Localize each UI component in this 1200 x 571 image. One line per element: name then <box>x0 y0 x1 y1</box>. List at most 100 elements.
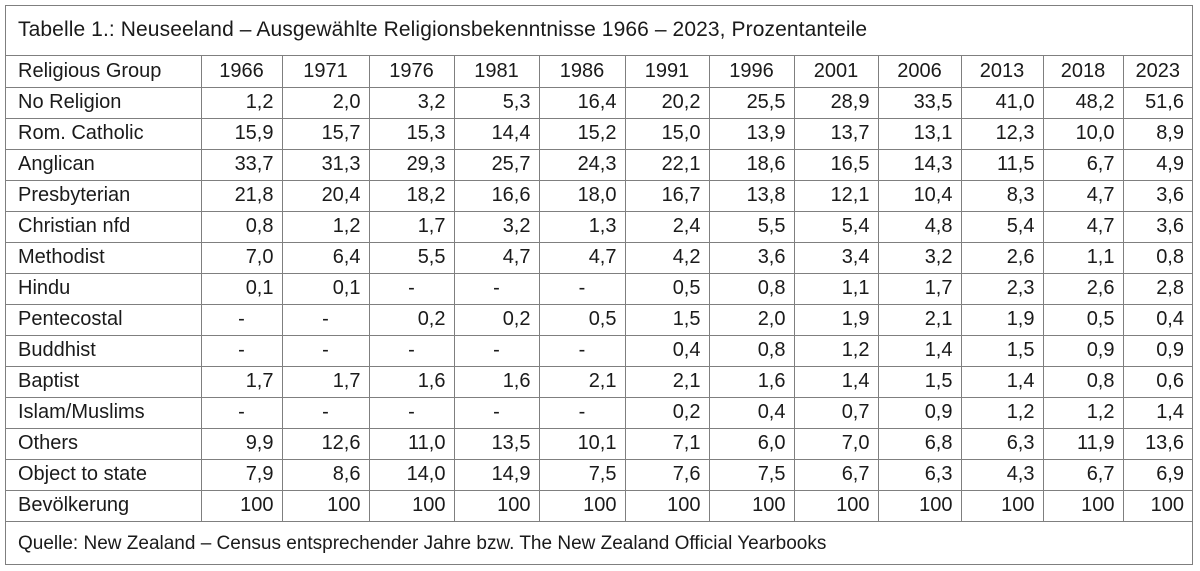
value-cell: 6,3 <box>878 459 962 491</box>
value-cell: 22,1 <box>625 149 710 181</box>
value-cell: 100 <box>454 490 540 522</box>
value-cell: 18,0 <box>539 180 626 212</box>
value-cell: 4,2 <box>625 242 710 274</box>
value-cell: 7,0 <box>201 242 283 274</box>
value-cell: 6,7 <box>794 459 879 491</box>
value-cell: 4,7 <box>1043 211 1124 243</box>
value-cell: 14,4 <box>454 118 540 150</box>
value-cell: 0,8 <box>201 211 283 243</box>
year-header-1966: 1966 <box>201 56 283 88</box>
value-cell: 3,6 <box>1123 211 1192 243</box>
value-cell: 0,1 <box>201 273 283 305</box>
value-cell: 0,2 <box>454 304 540 336</box>
value-cell: 1,6 <box>454 366 540 398</box>
value-cell: 1,3 <box>539 211 626 243</box>
value-cell: 6,9 <box>1123 459 1192 491</box>
value-cell: - <box>369 397 455 429</box>
value-cell: 13,9 <box>709 118 795 150</box>
value-cell: 4,7 <box>1043 180 1124 212</box>
value-cell: 100 <box>282 490 370 522</box>
value-cell: 15,9 <box>201 118 283 150</box>
row-label: Islam/Muslims <box>6 397 202 429</box>
value-cell: 6,4 <box>282 242 370 274</box>
value-cell: - <box>454 273 540 305</box>
value-cell: 1,1 <box>794 273 879 305</box>
value-cell: 12,1 <box>794 180 879 212</box>
value-cell: 3,2 <box>878 242 962 274</box>
row-label: Rom. Catholic <box>6 118 202 150</box>
value-cell: 7,9 <box>201 459 283 491</box>
value-cell: 33,7 <box>201 149 283 181</box>
value-cell: 0,8 <box>709 335 795 367</box>
value-cell: 14,3 <box>878 149 962 181</box>
value-cell: - <box>539 273 626 305</box>
year-header-1991: 1991 <box>625 56 710 88</box>
table-row: Presbyterian 21,8 20,4 18,2 16,6 18,0 16,7 13,8… <box>6 180 1192 212</box>
value-cell: 0,4 <box>625 335 710 367</box>
table-row: Bevölkerung 100 100 100 100 100 100 100 100 100 10… <box>6 490 1192 522</box>
value-cell: 7,5 <box>709 459 795 491</box>
value-cell: 1,2 <box>961 397 1044 429</box>
row-label: Christian nfd <box>6 211 202 243</box>
value-cell: 13,6 <box>1123 428 1192 460</box>
table-row: Buddhist - - - - -0,4 0,8 1,2 1,4 1,5 0,9 0,9 <box>6 335 1192 367</box>
table-row: Islam/Muslims - - - - -0,2 0,4 0,7 0,9 1,2 1,2 1,4 <box>6 397 1192 429</box>
value-cell: 2,1 <box>539 366 626 398</box>
value-cell: 100 <box>625 490 710 522</box>
value-cell: - <box>201 397 283 429</box>
value-cell: - <box>539 335 626 367</box>
value-cell: 11,5 <box>961 149 1044 181</box>
row-label: Anglican <box>6 149 202 181</box>
value-cell: 0,7 <box>794 397 879 429</box>
value-cell: 100 <box>878 490 962 522</box>
value-cell: 1,7 <box>201 366 283 398</box>
value-cell: 6,7 <box>1043 149 1124 181</box>
value-cell: 0,2 <box>625 397 710 429</box>
value-cell: 8,9 <box>1123 118 1192 150</box>
value-cell: 0,9 <box>1123 335 1192 367</box>
value-cell: 13,8 <box>709 180 795 212</box>
table-row: Baptist 1,7 1,7 1,6 1,6 2,1 2,1 1,6 1,4 1,5 1,4 0,8… <box>6 366 1192 398</box>
table-row: Methodist 7,0 6,4 5,5 4,7 4,7 4,2 3,6 3,4 3,2 2,6 1… <box>6 242 1192 274</box>
value-cell: 16,6 <box>454 180 540 212</box>
value-cell: 29,3 <box>369 149 455 181</box>
value-cell: 5,5 <box>709 211 795 243</box>
value-cell: 20,4 <box>282 180 370 212</box>
value-cell: - <box>282 304 370 336</box>
value-cell: 0,1 <box>282 273 370 305</box>
value-cell: 9,9 <box>201 428 283 460</box>
value-cell: 0,4 <box>709 397 795 429</box>
year-header-2018: 2018 <box>1043 56 1124 88</box>
value-cell: 51,6 <box>1123 87 1192 119</box>
row-label: No Religion <box>6 87 202 119</box>
value-cell: 0,5 <box>1043 304 1124 336</box>
row-label: Pentecostal <box>6 304 202 336</box>
value-cell: 0,6 <box>1123 366 1192 398</box>
religion-table: Religious Group 1966 1971 1976 1981 1986 1991… <box>6 56 1192 522</box>
value-cell: 14,0 <box>369 459 455 491</box>
table-row: Christian nfd 0,8 1,2 1,7 3,2 1,3 2,4 5,5 5,4 4,8… <box>6 211 1192 243</box>
row-label: Bevölkerung <box>6 490 202 522</box>
value-cell: 12,3 <box>961 118 1044 150</box>
row-label: Object to state <box>6 459 202 491</box>
source-note: Quelle: New Zealand – Census entsprechen… <box>18 532 827 554</box>
value-cell: 0,9 <box>878 397 962 429</box>
value-cell: 1,6 <box>709 366 795 398</box>
value-cell: 5,3 <box>454 87 540 119</box>
value-cell: 1,5 <box>878 366 962 398</box>
table-row: No Religion 1,2 2,0 3,2 5,3 16,4 20,2 25,5 28,9 3… <box>6 87 1192 119</box>
value-cell: 2,1 <box>878 304 962 336</box>
row-label: Others <box>6 428 202 460</box>
value-cell: 100 <box>201 490 283 522</box>
value-cell: 6,8 <box>878 428 962 460</box>
value-cell: - <box>282 397 370 429</box>
value-cell: 10,0 <box>1043 118 1124 150</box>
row-label: Baptist <box>6 366 202 398</box>
value-cell: - <box>282 335 370 367</box>
value-cell: 3,6 <box>709 242 795 274</box>
value-cell: 11,0 <box>369 428 455 460</box>
year-header-2023: 2023 <box>1123 56 1192 88</box>
value-cell: 3,6 <box>1123 180 1192 212</box>
table-row: Pentecostal - -0,2 0,2 0,5 1,5 2,0 1,9 2,1 1,9 0,5… <box>6 304 1192 336</box>
value-cell: 1,9 <box>961 304 1044 336</box>
